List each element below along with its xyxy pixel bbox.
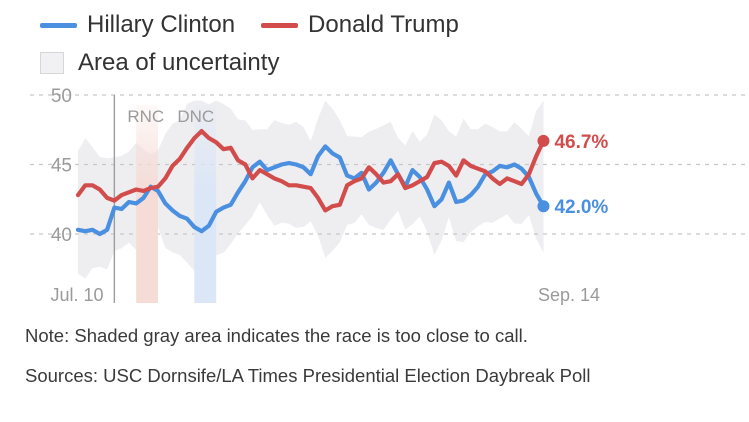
x-tick-label-0: Jul. 10	[50, 285, 103, 305]
y-tick-label-50: 50	[51, 86, 72, 107]
legend-swatch-trump	[261, 22, 299, 28]
legend-item-trump[interactable]: Donald Trump	[261, 11, 459, 39]
y-tick-label-40: 40	[51, 225, 72, 246]
legend-label-trump: Donald Trump	[308, 11, 459, 38]
legend-row-uncertainty: Area of uncertainty	[40, 47, 305, 79]
legend-row-candidates: Hillary Clinton Donald Trump	[40, 8, 485, 42]
legend-label-clinton: Hillary Clinton	[87, 11, 236, 38]
end-label-clinton: 42.0%	[554, 197, 608, 218]
chart-sources: Sources: USC Dornsife/LA Times President…	[25, 365, 591, 386]
x-tick-label-1: Sep. 14	[538, 285, 600, 305]
poll-line-chart: 40 45 50 RNC DNC 42.0% 46.7% Jul. 10 Sep. 14	[30, 86, 745, 305]
end-point-clinton[interactable]	[537, 200, 550, 213]
event-label-dnc: DNC	[177, 107, 214, 126]
event-band-dnc	[194, 105, 217, 303]
end-point-trump[interactable]	[537, 134, 550, 147]
legend-item-uncertainty: Area of uncertainty	[40, 49, 279, 77]
series-line-clinton[interactable]	[75, 144, 546, 237]
event-band-rnc	[136, 105, 158, 303]
legend-swatch-uncertainty	[40, 52, 64, 74]
event-label-rnc: RNC	[127, 107, 164, 126]
legend-item-clinton[interactable]: Hillary Clinton	[40, 11, 235, 39]
end-label-trump: 46.7%	[554, 132, 608, 153]
legend-swatch-clinton	[40, 22, 77, 28]
legend-label-uncertainty: Area of uncertainty	[78, 49, 280, 76]
y-tick-label-45: 45	[51, 156, 72, 177]
series-line-trump[interactable]	[75, 128, 546, 213]
chart-note: Note: Shaded gray area indicates the rac…	[25, 325, 528, 346]
